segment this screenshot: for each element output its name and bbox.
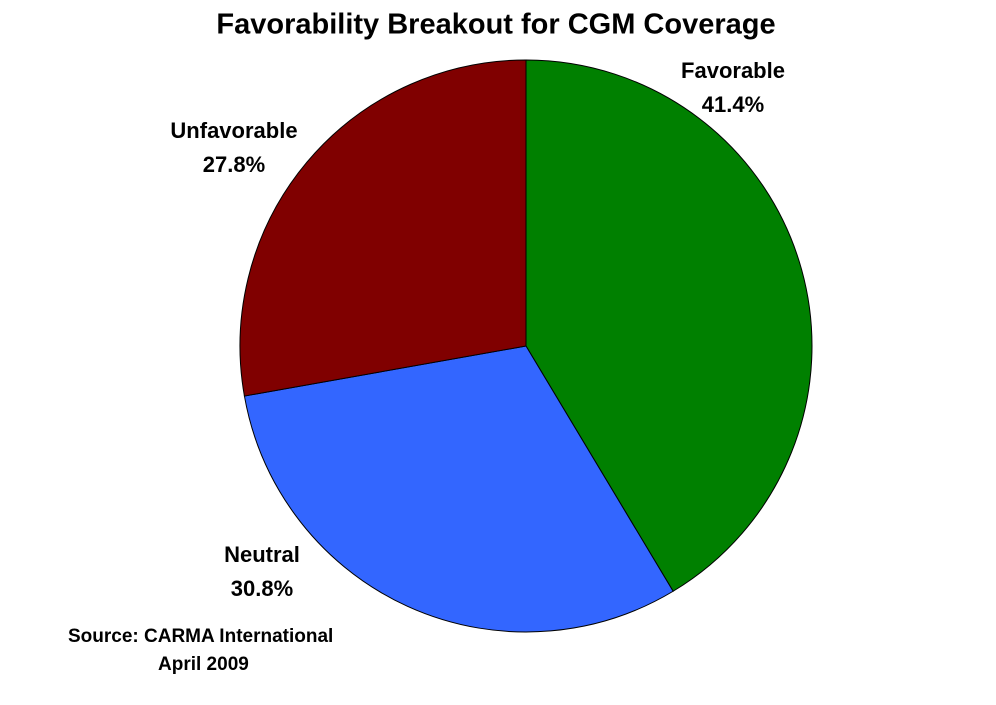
slice-label: Unfavorable (170, 118, 297, 143)
pie-slice (525, 59, 813, 592)
source-date: April 2009 (158, 654, 249, 675)
pie-slice (239, 59, 527, 397)
slice-label: Neutral (224, 542, 300, 567)
chart-title: Favorability Breakout for CGM Coverage (216, 9, 775, 41)
source-note: Source: CARMA International (68, 626, 333, 647)
slice-value-label: 30.8% (231, 576, 293, 601)
pie-slice (243, 345, 674, 633)
slice-value-label: 41.4% (702, 92, 764, 117)
slice-label: Favorable (681, 58, 785, 83)
slice-value-label: 27.8% (203, 152, 265, 177)
